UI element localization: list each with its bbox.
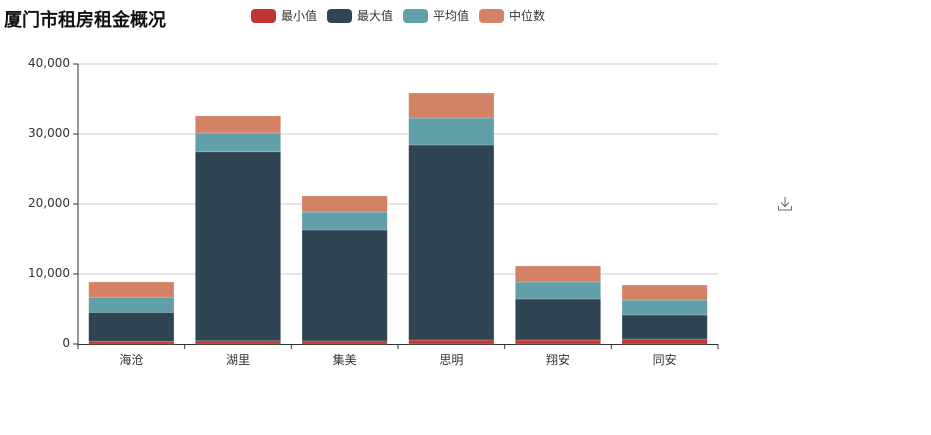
legend-label-max: 最大值	[357, 9, 394, 23]
bar-segment[interactable]	[515, 298, 601, 341]
y-tick-label: 40,000	[28, 56, 70, 70]
legend-label-median: 中位数	[509, 9, 546, 23]
bar-segment[interactable]	[301, 340, 388, 345]
x-tick-label: 湖里	[225, 353, 250, 367]
bar-segment[interactable]	[621, 314, 708, 340]
bar-segment[interactable]	[88, 296, 175, 313]
legend-item-max[interactable]: 最大值	[327, 7, 393, 24]
bar-segment[interactable]	[195, 115, 281, 134]
bar-segment[interactable]	[515, 339, 601, 345]
bar-segment[interactable]	[408, 92, 495, 119]
legend-item-median[interactable]: 中位数	[479, 7, 545, 24]
bar-segment[interactable]	[301, 195, 388, 213]
x-tick-label: 海沧	[119, 353, 144, 367]
y-tick-label: 30,000	[28, 126, 70, 140]
bar-segment[interactable]	[195, 132, 281, 153]
download-icon[interactable]	[776, 195, 794, 213]
bar-segment[interactable]	[301, 211, 388, 231]
chart-title: 厦门市租房租金概况	[4, 10, 166, 31]
x-tick-label: 同安	[652, 353, 677, 367]
bar-segment[interactable]	[621, 284, 708, 301]
legend-swatch-median	[479, 8, 505, 23]
legend-swatch-max	[327, 8, 353, 23]
legend-item-min[interactable]: 最小值	[251, 7, 317, 24]
legend: 最小值 最大值 平均值 中位数	[251, 7, 555, 24]
bar-segment[interactable]	[515, 265, 601, 283]
bar-segment[interactable]	[408, 339, 495, 345]
x-tick-label: 翔安	[545, 353, 570, 367]
bar-segment[interactable]	[301, 229, 388, 342]
legend-swatch-min	[251, 8, 276, 23]
x-tick-label: 集美	[332, 353, 357, 367]
legend-label-avg: 平均值	[433, 9, 470, 23]
y-tick-label: 10,000	[28, 266, 70, 280]
bar-segment[interactable]	[515, 281, 601, 300]
legend-item-avg[interactable]: 平均值	[403, 7, 469, 24]
legend-label-min: 最小值	[281, 9, 318, 23]
bar-segment[interactable]	[195, 340, 281, 345]
bar-segment[interactable]	[195, 151, 281, 342]
bar-segment[interactable]	[621, 338, 708, 345]
legend-swatch-avg	[403, 8, 429, 23]
bar-segment[interactable]	[408, 117, 495, 146]
x-tick-label: 思明	[439, 353, 464, 367]
bar-segment[interactable]	[88, 340, 175, 345]
bar-segment[interactable]	[621, 299, 708, 316]
bar-segment[interactable]	[408, 144, 495, 341]
y-tick-label: 0	[62, 336, 70, 350]
bar-segment[interactable]	[88, 312, 175, 342]
y-tick-label: 20,000	[28, 196, 70, 210]
bar-segment[interactable]	[88, 281, 175, 298]
